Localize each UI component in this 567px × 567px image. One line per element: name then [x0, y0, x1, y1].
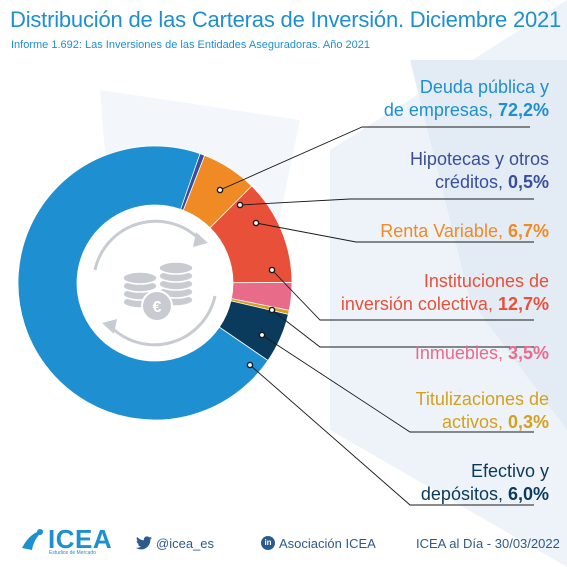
label-value: 72,2%	[497, 100, 549, 120]
icea-logo: ICEA Estudios de Mercado	[18, 524, 113, 556]
coins-euro-icon: €	[77, 205, 233, 361]
leader-dot-hipotecas	[236, 201, 244, 209]
label-text: Renta Variable,	[380, 221, 508, 241]
leader-dot-instituciones	[268, 266, 276, 274]
brand-tagline: Estudios de Mercado	[49, 550, 96, 556]
leader-line-titulizaciones	[261, 334, 534, 433]
chart-title: Distribución de las Carteras de Inversió…	[10, 7, 562, 32]
label-instituciones: Instituciones de inversión colectiva, 12,…	[341, 270, 549, 316]
label-text: depósitos,	[420, 484, 508, 504]
twitter-icon[interactable]	[136, 536, 152, 550]
date-label: ICEA al Día - 30/03/2022	[416, 536, 560, 551]
icea-logo-icon	[22, 529, 44, 550]
label-text: Deuda pública y	[419, 77, 549, 97]
label-value: 12,7%	[497, 294, 549, 314]
label-hipotecas: Hipotecas y otros créditos, 0,5%	[410, 148, 549, 194]
label-titulizaciones: Titulizaciones de activos, 0,3%	[416, 388, 549, 434]
label-text: Hipotecas y otros	[409, 149, 549, 169]
label-inmuebles: Inmuebles, 3,5%	[415, 342, 549, 365]
leader-dot-titulizaciones	[258, 331, 266, 339]
leader-line-inmuebles	[271, 309, 534, 348]
leader-dot-inmuebles	[268, 306, 276, 314]
label-value: 6,7%	[507, 221, 549, 241]
label-renta-variable: Renta Variable, 6,7%	[380, 220, 549, 243]
label-text: Inmuebles,	[414, 343, 508, 363]
linkedin-icon[interactable]: in	[261, 536, 275, 550]
leader-dot-deuda	[216, 186, 224, 194]
label-value: 0,5%	[507, 172, 549, 192]
label-text: Titulizaciones de	[415, 389, 549, 409]
label-value: 0,3%	[507, 412, 549, 432]
leader-line-renta-variable	[255, 222, 534, 243]
label-deuda: Deuda pública y de empresas, 72,2%	[384, 76, 549, 122]
label-text: inversión colectiva,	[340, 294, 498, 314]
leader-dot-efectivo	[246, 361, 254, 369]
label-efectivo: Efectivo y depósitos, 6,0%	[421, 460, 549, 506]
twitter-handle[interactable]: @icea_es	[156, 536, 215, 551]
leader-line-instituciones	[271, 269, 534, 321]
svg-text:€: €	[153, 299, 162, 316]
leader-dot-renta-variable	[252, 219, 260, 227]
linkedin-label[interactable]: Asociación ICEA	[279, 536, 376, 551]
label-text: de empresas,	[383, 100, 498, 120]
label-value: 6,0%	[507, 484, 549, 504]
label-text: Instituciones de	[423, 271, 549, 291]
chart-subtitle: Informe 1.692: Las Inversiones de las En…	[11, 39, 370, 51]
leader-lines	[216, 126, 534, 506]
label-text: Efectivo y	[470, 461, 549, 481]
leader-line-deuda	[219, 126, 530, 191]
leader-line-efectivo	[249, 364, 534, 506]
brand-name: ICEA	[48, 524, 113, 554]
label-value: 3,5%	[507, 343, 549, 363]
leader-line-hipotecas	[239, 198, 534, 206]
label-text: activos,	[441, 412, 508, 432]
label-text: créditos,	[434, 172, 508, 192]
